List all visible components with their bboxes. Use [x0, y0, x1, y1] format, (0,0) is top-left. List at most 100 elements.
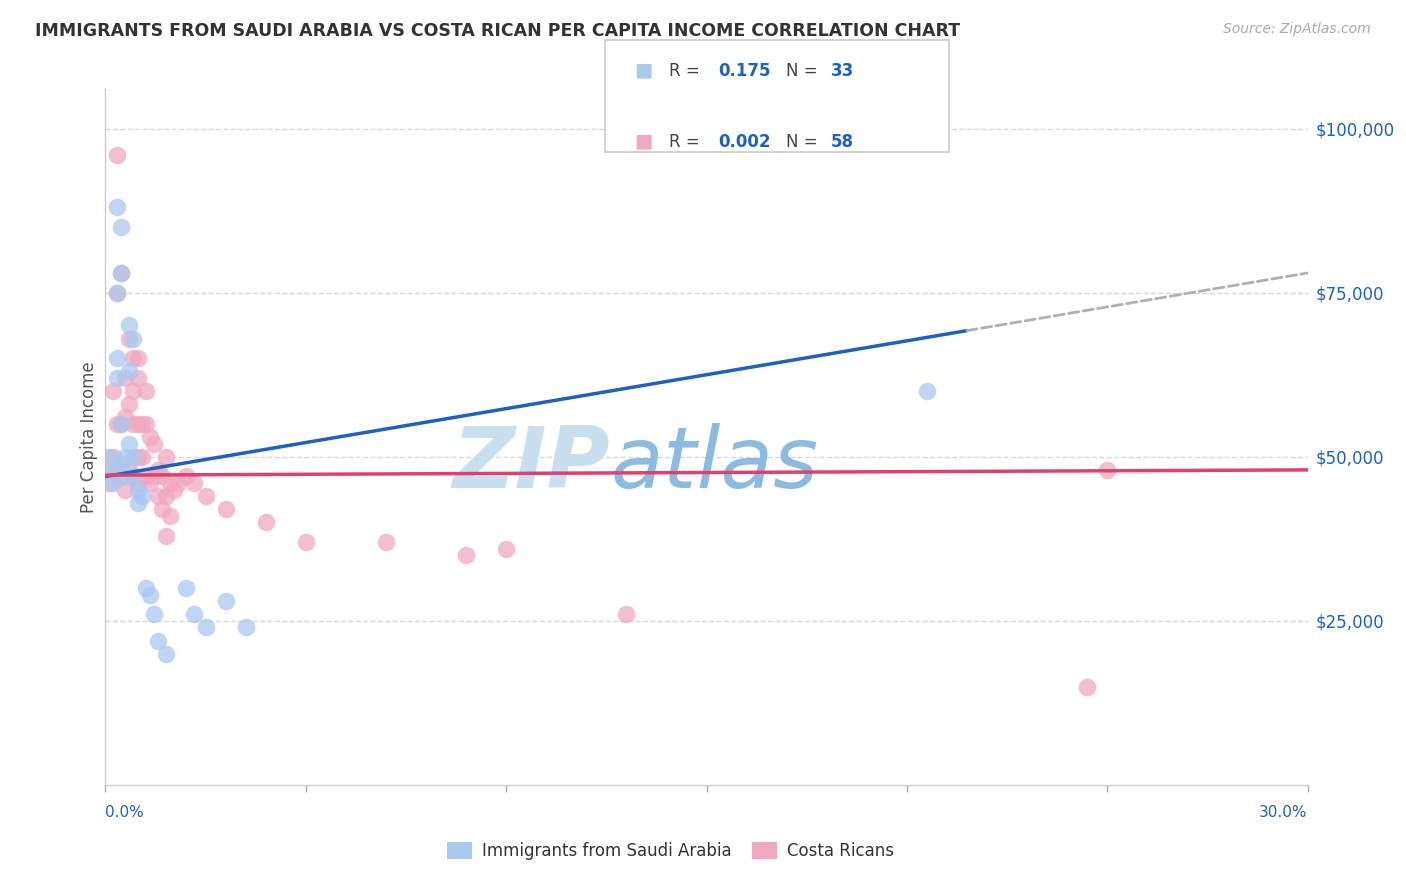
Point — [155, 647, 177, 661]
Point — [194, 620, 217, 634]
Point — [103, 476, 125, 491]
Point — [146, 463, 169, 477]
Point — [107, 463, 129, 477]
Point — [254, 516, 277, 530]
Point — [127, 476, 149, 491]
Point — [118, 364, 141, 378]
Point — [127, 371, 149, 385]
Point — [1097, 463, 1119, 477]
Point — [107, 351, 129, 366]
Point — [131, 450, 153, 464]
Point — [162, 483, 184, 497]
Text: ZIP: ZIP — [453, 424, 610, 507]
Point — [110, 417, 132, 431]
Point — [98, 450, 121, 464]
Point — [138, 430, 160, 444]
Point — [155, 489, 177, 503]
Point — [183, 476, 205, 491]
Point — [150, 469, 173, 483]
Point — [107, 148, 129, 162]
Point — [135, 581, 157, 595]
Point — [155, 450, 177, 464]
Point — [118, 397, 141, 411]
Point — [142, 469, 165, 483]
Point — [135, 384, 157, 398]
Text: 33: 33 — [831, 62, 855, 80]
Text: ■: ■ — [634, 131, 652, 150]
Point — [374, 535, 398, 549]
Point — [114, 450, 136, 464]
Point — [214, 594, 236, 608]
Y-axis label: Per Capita Income: Per Capita Income — [80, 361, 98, 513]
Point — [166, 476, 188, 491]
Point — [98, 476, 121, 491]
Point — [118, 463, 141, 477]
Text: Source: ZipAtlas.com: Source: ZipAtlas.com — [1223, 22, 1371, 37]
Point — [114, 410, 136, 425]
Point — [103, 450, 125, 464]
Point — [183, 607, 205, 622]
Point — [142, 607, 165, 622]
Point — [114, 371, 136, 385]
Point — [131, 417, 153, 431]
Point — [118, 318, 141, 333]
Point — [495, 541, 517, 556]
Point — [295, 535, 318, 549]
Point — [138, 476, 160, 491]
Text: N =: N = — [786, 133, 817, 151]
Point — [107, 371, 129, 385]
Point — [915, 384, 938, 398]
Point — [110, 417, 132, 431]
Point — [159, 508, 181, 523]
Point — [122, 384, 145, 398]
Text: 58: 58 — [831, 133, 853, 151]
Point — [110, 266, 132, 280]
Point — [118, 436, 141, 450]
Point — [214, 502, 236, 516]
Point — [110, 220, 132, 235]
Point — [122, 450, 145, 464]
Text: atlas: atlas — [610, 424, 818, 507]
Point — [107, 200, 129, 214]
Text: 0.002: 0.002 — [718, 133, 770, 151]
Point — [127, 450, 149, 464]
Text: 0.175: 0.175 — [718, 62, 770, 80]
Point — [110, 456, 132, 470]
Point — [150, 502, 173, 516]
Point — [146, 489, 169, 503]
Point — [131, 489, 153, 503]
Point — [194, 489, 217, 503]
Point — [159, 476, 181, 491]
Point — [235, 620, 257, 634]
Point — [114, 469, 136, 483]
Point — [110, 469, 132, 483]
Point — [454, 548, 477, 562]
Point — [103, 384, 125, 398]
Point — [127, 483, 149, 497]
Point — [127, 417, 149, 431]
Point — [110, 266, 132, 280]
Text: ■: ■ — [634, 61, 652, 79]
Point — [114, 483, 136, 497]
Point — [174, 469, 197, 483]
Point — [127, 351, 149, 366]
Text: 0.0%: 0.0% — [105, 805, 145, 820]
Point — [135, 417, 157, 431]
Point — [107, 417, 129, 431]
Point — [122, 469, 145, 483]
Point — [155, 528, 177, 542]
Point — [135, 469, 157, 483]
Point — [122, 417, 145, 431]
Point — [616, 607, 638, 622]
Point — [127, 496, 149, 510]
Point — [122, 469, 145, 483]
Point — [138, 588, 160, 602]
Point — [142, 436, 165, 450]
Text: R =: R = — [669, 62, 700, 80]
Text: N =: N = — [786, 62, 817, 80]
Point — [1076, 680, 1098, 694]
Point — [98, 463, 121, 477]
Point — [174, 581, 197, 595]
Point — [146, 633, 169, 648]
Legend: Immigrants from Saudi Arabia, Costa Ricans: Immigrants from Saudi Arabia, Costa Rica… — [440, 836, 900, 867]
